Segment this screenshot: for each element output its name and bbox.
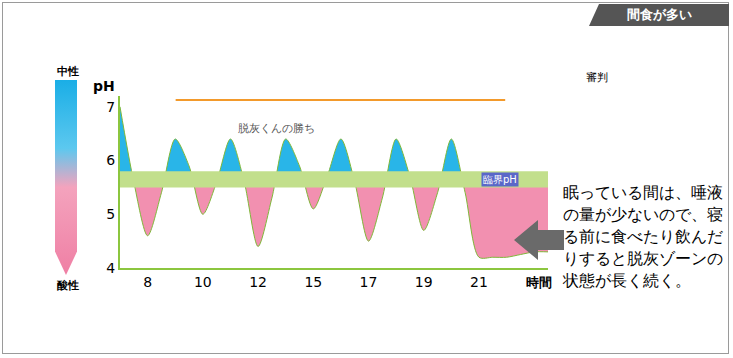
svg-text:8: 8 bbox=[143, 274, 152, 290]
svg-text:pH: pH bbox=[93, 78, 115, 94]
html-text:間食が多い: 間食が多い bbox=[626, 7, 692, 22]
svg-text:脱灰くんの勝ち: 脱灰くんの勝ち bbox=[238, 122, 315, 135]
svg-text:10: 10 bbox=[194, 274, 212, 290]
svg-text:5: 5 bbox=[106, 206, 115, 222]
svg-text:7: 7 bbox=[106, 99, 115, 115]
svg-text:時間: 時間 bbox=[526, 275, 552, 290]
html-text:酸性: 酸性 bbox=[57, 279, 79, 292]
svg-text:15: 15 bbox=[304, 274, 322, 290]
svg-text:17: 17 bbox=[360, 274, 378, 290]
svg-text:21: 21 bbox=[470, 274, 488, 290]
svg-text:12: 12 bbox=[249, 274, 267, 290]
html-text:中性: 中性 bbox=[57, 65, 79, 78]
html-text:眠っている間は、唾液の量が少ないので、寝る前に食べたり飲んだ: 眠っている間は、唾液の量が少ないので、寝る前に食べたり飲んだりすると脱灰ゾーンの… bbox=[563, 183, 723, 290]
svg-text:19: 19 bbox=[415, 274, 433, 290]
svg-text:臨界pH: 臨界pH bbox=[483, 174, 517, 185]
html-text:審判: 審判 bbox=[586, 71, 608, 84]
svg-text:6: 6 bbox=[106, 152, 115, 168]
svg-text:4: 4 bbox=[106, 260, 115, 276]
